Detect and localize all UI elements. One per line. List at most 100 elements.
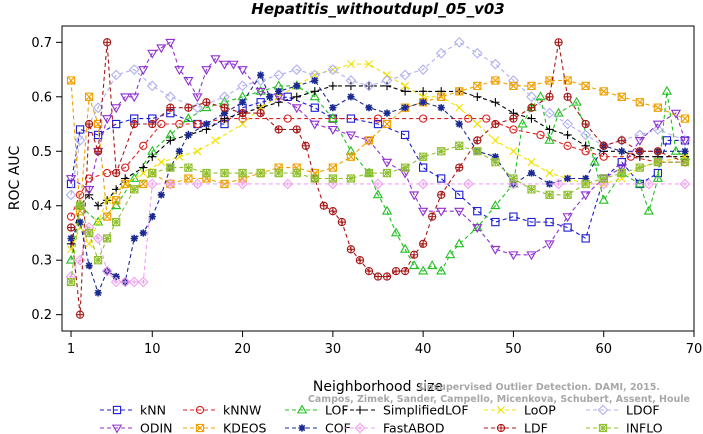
data-point-odin: [255, 87, 266, 97]
data-point-fastabod: [128, 276, 140, 288]
legend-label-inflo: INFLO: [626, 421, 663, 434]
data-point-kdeos: [382, 119, 392, 129]
data-point-cof: [130, 234, 138, 243]
data-point-fastabod: [282, 178, 294, 190]
data-point-lof: [381, 205, 393, 215]
data-point-simplifiedlof: [400, 87, 410, 96]
x-tick-label: 20: [234, 342, 251, 357]
series-odin: [65, 38, 691, 261]
data-point-odin: [183, 77, 194, 86]
x-tick-label: 70: [686, 342, 703, 357]
data-point-ldf: [112, 168, 121, 178]
data-point-ldf: [75, 310, 85, 319]
legend-item-cof: COF: [285, 421, 351, 434]
data-point-odin: [147, 49, 158, 59]
data-point-ldof: [435, 47, 447, 59]
data-point-kdeos: [66, 76, 76, 85]
data-point-inflo: [545, 190, 554, 199]
chart-title: Hepatitis_withoutdupl_05_v03: [251, 0, 504, 18]
data-point-simplifiedlof: [527, 114, 536, 123]
data-point-lof: [571, 96, 582, 106]
series-line-knnw: [70, 118, 685, 217]
data-point-odin: [201, 66, 212, 76]
data-point-ldof: [399, 69, 411, 81]
data-point-ldf: [184, 103, 193, 112]
data-point-cof: [582, 174, 590, 183]
data-point-ldf: [373, 272, 383, 281]
data-point-inflo: [166, 163, 175, 172]
legend-marker-lof: [296, 404, 308, 414]
data-point-loop: [364, 60, 373, 69]
data-point-fastabod: [101, 265, 113, 277]
data-point-ldf: [355, 256, 365, 265]
data-point-lof: [535, 91, 546, 101]
data-point-lof: [65, 254, 77, 264]
data-point-ldof: [345, 75, 357, 86]
y-tick-label: 0.5: [31, 145, 52, 160]
data-point-loop: [211, 136, 220, 145]
data-point-ldf: [437, 190, 446, 199]
data-point-ldf: [554, 38, 563, 47]
data-point-lof: [92, 216, 104, 226]
data-point-knn: [653, 168, 663, 178]
data-point-inflo: [328, 174, 338, 183]
series-line-knn: [70, 96, 685, 240]
data-point-kdeos: [455, 87, 464, 96]
data-point-odin: [138, 66, 149, 76]
legend-label-simplifiedlof: SimplifiedLOF: [383, 403, 469, 418]
data-point-simplifiedlof: [139, 163, 148, 172]
data-point-odin: [526, 251, 537, 261]
data-point-odin: [174, 66, 185, 76]
data-point-odin: [111, 104, 122, 114]
data-point-odin: [634, 136, 645, 146]
data-point-ldf: [301, 141, 310, 150]
data-point-inflo: [382, 168, 392, 178]
data-point-ldof: [471, 47, 483, 59]
legend-item-kdeos: KDEOS: [183, 421, 267, 434]
legend-item-knn: kNN: [100, 403, 166, 418]
series-line-fastabod: [70, 183, 685, 283]
data-point-knn: [283, 92, 292, 101]
series-knn: [66, 92, 690, 243]
legend-label-odin: ODIN: [140, 421, 173, 434]
data-point-lof: [327, 113, 339, 123]
data-point-kdeos: [437, 92, 446, 101]
data-point-ldof: [146, 80, 158, 92]
data-point-knnw: [66, 212, 76, 221]
data-point-ldof: [237, 80, 248, 92]
data-point-inflo: [563, 190, 572, 199]
data-point-inflo: [473, 147, 482, 156]
legend-marker-knnw: [195, 405, 205, 415]
data-point-kdeos: [599, 87, 608, 96]
data-point-odin: [544, 240, 555, 250]
data-point-cof: [293, 82, 301, 90]
data-point-inflo: [292, 168, 301, 178]
data-point-knn: [418, 163, 428, 172]
data-point-fastabod: [119, 276, 131, 288]
series-line-loop: [70, 63, 686, 250]
data-point-knnw: [283, 114, 292, 123]
data-point-knn: [509, 212, 518, 221]
data-point-lof: [399, 243, 411, 253]
legend-label-knn: kNN: [140, 403, 166, 418]
data-point-knn: [310, 103, 319, 112]
y-tick-label: 0.3: [31, 254, 52, 269]
data-point-inflo: [112, 217, 121, 227]
data-point-odin: [580, 191, 591, 201]
data-point-lof: [544, 134, 555, 144]
data-point-ldof: [544, 107, 555, 119]
data-point-ldf: [166, 103, 175, 112]
data-point-simplifiedlof: [418, 87, 428, 96]
data-point-lof: [273, 80, 284, 90]
data-point-cof: [94, 289, 102, 297]
data-point-odin: [237, 66, 248, 76]
data-point-loop: [193, 147, 202, 156]
data-point-knn: [437, 174, 446, 183]
data-point-ldof: [327, 64, 339, 75]
data-point-inflo: [238, 168, 247, 178]
data-point-loop: [346, 60, 355, 69]
data-point-inflo: [364, 168, 374, 178]
data-point-odin: [101, 115, 113, 125]
data-point-simplifiedlof: [581, 141, 590, 151]
plot-area: [61, 25, 695, 332]
